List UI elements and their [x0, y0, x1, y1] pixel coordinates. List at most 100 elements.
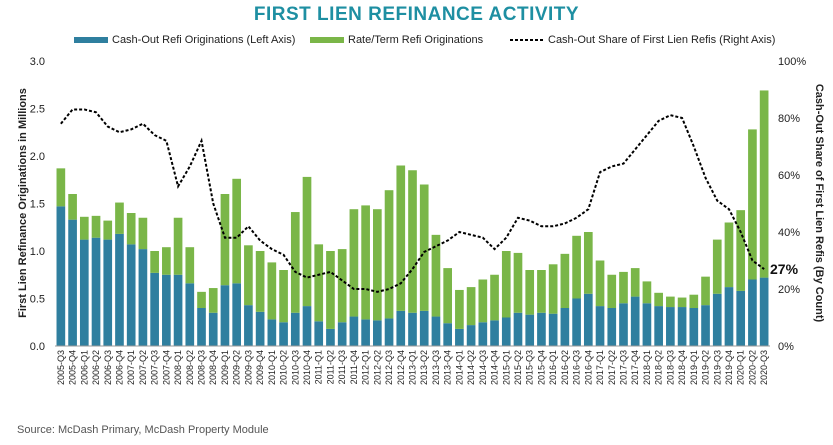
bar-rateterm	[501, 251, 511, 318]
bar-cashout	[220, 285, 230, 346]
x-tick-label: 2007-Q4	[161, 350, 171, 385]
bar-cashout	[619, 303, 628, 346]
bar-rateterm	[244, 245, 253, 306]
right-tick-label: 60%	[778, 170, 800, 182]
x-axis-labels: 2005-Q3 2005-Q4 2006-Q1 2006-Q2 2006-Q3 2006-…	[56, 350, 769, 385]
y-axis-label-right: Cash-Out Share of First Lien Refis (By C…	[813, 84, 825, 323]
x-tick-label: 2013-Q1	[408, 350, 418, 385]
bar-cashout	[478, 322, 488, 346]
bar-rateterm	[267, 262, 277, 320]
x-tick-label: 2014-Q4	[490, 350, 500, 385]
bar-cashout	[326, 328, 335, 346]
x-tick-label: 2012-Q2	[372, 350, 382, 385]
bar-rateterm	[712, 239, 722, 294]
bar-cashout	[642, 303, 652, 346]
bar-rateterm	[455, 289, 464, 329]
bar-cashout	[548, 313, 558, 346]
bar-rateterm	[326, 251, 335, 329]
bar-cashout	[267, 319, 277, 346]
bar-cashout	[79, 239, 89, 346]
bar-rateterm	[126, 213, 136, 245]
x-tick-label: 2006-Q2	[91, 350, 101, 385]
left-tick-label: 0.0	[30, 341, 45, 353]
bar-rateterm	[220, 194, 230, 286]
bar-rateterm	[478, 279, 488, 323]
bar-rateterm	[666, 296, 675, 308]
bar-cashout	[349, 316, 359, 346]
bar-cashout	[103, 239, 113, 346]
x-tick-label: 2018-Q4	[677, 350, 687, 385]
x-tick-label: 2017-Q4	[630, 350, 640, 385]
chart-title: FIRST LIEN REFINANCE ACTIVITY	[253, 4, 580, 25]
left-tick-label: 1.5	[30, 199, 45, 211]
x-tick-label: 2019-Q2	[701, 350, 711, 385]
bar-rateterm	[314, 244, 324, 322]
bar-cashout	[443, 323, 452, 346]
bar-cashout	[162, 274, 171, 346]
x-tick-label: 2017-Q2	[607, 350, 617, 385]
right-tick-label: 40%	[778, 227, 800, 239]
bar-rateterm	[607, 274, 617, 308]
legend-label-cashout: Cash-Out Refi Originations (Left Axis)	[112, 34, 295, 46]
x-tick-label: 2016-Q4	[583, 350, 593, 385]
bar-rateterm	[513, 252, 523, 313]
bar-cashout	[419, 310, 429, 346]
bar-cashout	[337, 322, 347, 346]
bar-rateterm	[595, 260, 605, 307]
x-tick-label: 2006-Q4	[114, 350, 124, 385]
bar-cashout	[654, 306, 663, 346]
x-tick-label: 2007-Q3	[150, 350, 160, 385]
bar-rateterm	[548, 264, 558, 314]
x-tick-label: 2016-Q1	[548, 350, 558, 385]
x-tick-label: 2014-Q2	[466, 350, 476, 385]
bar-rateterm	[724, 222, 734, 288]
x-tick-label: 2008-Q1	[173, 350, 183, 385]
bar-rateterm	[337, 249, 347, 323]
bar-rateterm	[443, 268, 452, 324]
bar-rateterm	[466, 287, 476, 326]
x-tick-label: 2019-Q1	[689, 350, 699, 385]
bar-rateterm	[677, 297, 687, 308]
x-tick-label: 2009-Q3	[243, 350, 253, 385]
bar-cashout	[513, 312, 523, 346]
bar-cashout	[232, 283, 242, 346]
bar-cashout	[677, 307, 687, 346]
x-tick-label: 2011-Q2	[325, 350, 335, 384]
bar-cashout	[314, 321, 324, 346]
bar-rateterm	[232, 178, 242, 284]
bar-rateterm	[162, 247, 171, 275]
x-tick-label: 2010-Q1	[267, 350, 277, 385]
x-tick-label: 2007-Q2	[138, 350, 148, 385]
x-tick-label: 2018-Q3	[665, 350, 675, 385]
legend-swatch-cashout	[74, 37, 108, 43]
bar-cashout	[91, 237, 101, 346]
bar-cashout	[279, 322, 288, 346]
legend-swatch-rateterm	[310, 37, 344, 43]
bar-rateterm	[630, 268, 640, 297]
legend: Cash-Out Refi Originations (Left Axis) R…	[74, 34, 775, 46]
x-tick-label: 2013-Q4	[443, 350, 453, 385]
bar-cashout	[408, 312, 417, 346]
bar-cashout	[255, 311, 265, 346]
x-tick-label: 2017-Q1	[595, 350, 605, 385]
x-tick-label: 2018-Q2	[654, 350, 664, 385]
right-axis-ticks: 0% 20% 40% 60% 80% 100%	[778, 56, 806, 353]
x-tick-label: 2010-Q3	[290, 350, 300, 385]
bar-cashout	[689, 308, 699, 346]
left-axis-ticks: 0.0 0.5 1.0 1.5 2.0 2.5 3.0	[30, 56, 45, 353]
bar-cashout	[138, 249, 148, 346]
bar-cashout	[736, 290, 746, 346]
right-tick-label: 80%	[778, 113, 800, 125]
right-tick-label: 100%	[778, 56, 806, 68]
bar-cashout	[290, 312, 300, 346]
bar-cashout	[490, 320, 499, 346]
bar-rateterm	[560, 253, 570, 308]
legend-label-cashout-share: Cash-Out Share of First Lien Refis (Righ…	[548, 34, 775, 46]
bar-cashout	[630, 296, 640, 346]
bar-rateterm	[197, 291, 206, 308]
bar-cashout	[197, 308, 206, 346]
left-tick-label: 2.0	[30, 151, 45, 163]
bar-cashout	[701, 305, 710, 346]
bar-rateterm	[572, 235, 581, 299]
bar-rateterm	[208, 288, 218, 313]
